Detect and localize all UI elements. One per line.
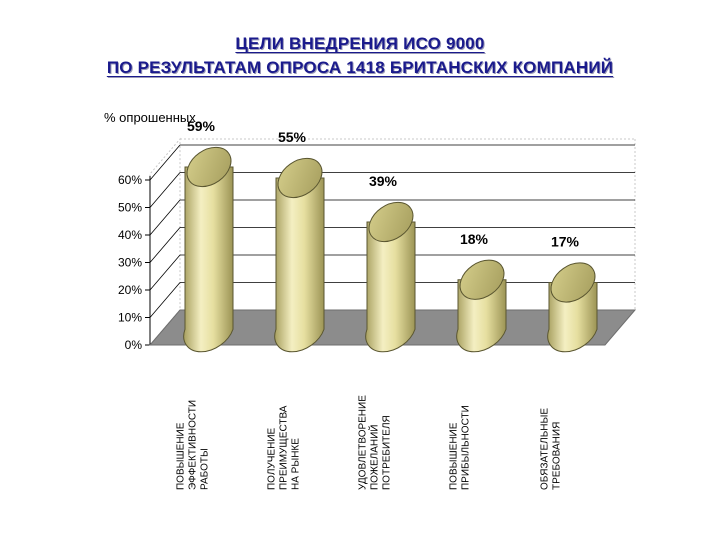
bar-body	[183, 166, 234, 353]
labels-layer: 0%10%20%30%40%50%60%59%ПОВЫШЕНИЕЭФФЕКТИВ…	[118, 118, 580, 490]
category-label-line: РАБОТЫ	[200, 448, 211, 490]
bar-body	[365, 221, 416, 353]
y-tick-label: 60%	[118, 173, 142, 187]
category-label: ПОЛУЧЕНИЕПРЕИМУЩЕСТВАНА РЫНКЕ	[267, 405, 302, 490]
bar-top-cap	[550, 262, 596, 303]
y-tick-label: 50%	[118, 201, 142, 215]
category-label-line: ПОЛУЧЕНИЕ	[267, 427, 278, 490]
y-tick-label: 20%	[118, 283, 142, 297]
gridline-side	[149, 227, 181, 263]
gridline-side	[149, 199, 181, 236]
category-label-line: ПОТРЕБИТЕЛЯ	[382, 415, 393, 490]
data-label: 59%	[187, 118, 216, 134]
bar	[456, 259, 507, 353]
data-label: 55%	[278, 129, 307, 145]
y-tick-label: 40%	[118, 228, 142, 242]
bar-body	[274, 177, 325, 353]
category-label-line: ПОВЫШЕНИЕ	[449, 422, 460, 490]
category-label-line: ЭФФЕКТИВНОСТИ	[188, 400, 199, 490]
category-label-line: ПОВЫШЕНИЕ	[176, 422, 187, 490]
gridline-side	[149, 172, 181, 208]
category-label-line: УДОВЛЕТВОРЕНИЕ	[358, 395, 369, 490]
bar-top-cap	[368, 201, 414, 243]
bar-top-cap	[277, 157, 323, 199]
bars-layer	[183, 146, 598, 353]
bar	[547, 262, 598, 353]
bar-top-cap	[459, 259, 505, 300]
category-label: УДОВЛЕТВОРЕНИЕПОЖЕЛАНИЙПОТРЕБИТЕЛЯ	[358, 395, 393, 490]
side-wall	[149, 137, 181, 347]
category-label-line: ПРЕИМУЩЕСТВА	[279, 405, 290, 490]
chart-title-line2: ПО РЕЗУЛЬТАТАМ ОПРОСА 1418 БРИТАНСКИХ КО…	[106, 58, 614, 77]
bar-top-cap	[186, 146, 232, 188]
y-tick-label: 10%	[118, 311, 142, 325]
data-label: 17%	[551, 234, 580, 250]
data-label: 18%	[460, 231, 489, 247]
category-label-line: ПОЖЕЛАНИЙ	[368, 425, 381, 490]
category-label: ОБЯЗАТЕЛЬНЫЕТРЕБОВАНИЯ	[540, 408, 563, 490]
bar	[183, 146, 234, 353]
y-axis-label: % опрошенных	[104, 110, 196, 125]
category-label-line: ОБЯЗАТЕЛЬНЫЕ	[540, 408, 551, 490]
category-label-line: ПРИБЫЛЬНОСТИ	[461, 405, 472, 490]
bar	[274, 157, 325, 353]
data-label: 39%	[369, 173, 398, 189]
gridline-side	[149, 254, 181, 291]
gridline-side	[149, 282, 181, 318]
y-tick-label: 30%	[118, 256, 142, 270]
category-label-line: НА РЫНКЕ	[291, 438, 302, 490]
gridline-side	[149, 144, 181, 181]
chart-title-line1: ЦЕЛИ ВНЕДРЕНИЯ ИСО 9000	[235, 34, 485, 53]
bar	[365, 201, 416, 353]
y-tick-label: 0%	[125, 338, 143, 352]
category-label-line: ТРЕБОВАНИЯ	[552, 422, 563, 490]
category-label: ПОВЫШЕНИЕЭФФЕКТИВНОСТИРАБОТЫ	[176, 400, 211, 490]
category-label: ПОВЫШЕНИЕПРИБЫЛЬНОСТИ	[449, 405, 472, 490]
